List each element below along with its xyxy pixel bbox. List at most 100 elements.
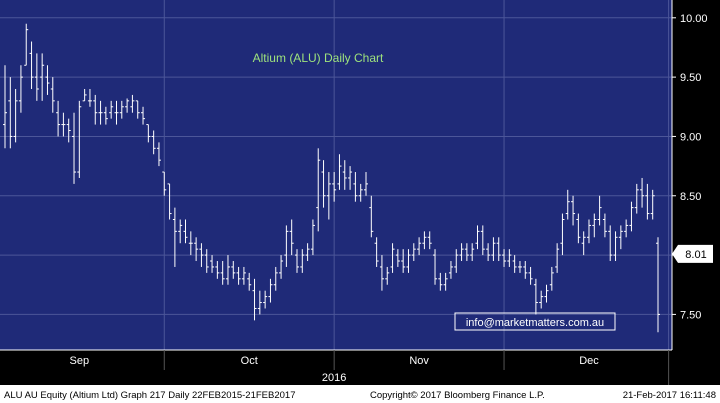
ohlc-bar: [263, 290, 268, 309]
ohlc-bar: [602, 213, 607, 238]
y-tick-label: 9.00: [680, 131, 701, 143]
x-month-label: Nov: [409, 355, 429, 367]
ohlc-bar: [18, 65, 23, 113]
ohlc-bar: [544, 284, 549, 303]
ohlc-bar: [8, 77, 13, 149]
ohlc-bar: [406, 249, 411, 273]
ohlc-bar: [443, 272, 448, 291]
ohlc-bar: [395, 249, 400, 267]
ohlc-bar: [156, 142, 161, 167]
ohlc-bar: [496, 237, 501, 262]
ohlc-bar: [528, 266, 533, 285]
ohlc-bar: [571, 195, 576, 226]
ohlc-bar: [162, 171, 167, 196]
ohlc-bar: [342, 160, 347, 190]
ohlc-bar: [448, 261, 453, 279]
ohlc-bar: [533, 278, 538, 315]
ohlc-bar: [24, 23, 29, 66]
ohlc-bar: [592, 213, 597, 238]
ohlc-bar: [629, 201, 634, 232]
ohlc-bar: [50, 77, 55, 113]
ohlc-bar: [61, 112, 66, 137]
ohlc-bar: [93, 94, 98, 125]
ohlc-bar: [82, 88, 87, 102]
ohlc-bar: [135, 100, 140, 119]
ohlc-bar: [247, 272, 252, 291]
ohlc-bar: [491, 237, 496, 262]
ohlc-bar: [3, 65, 7, 149]
ohlc-bar: [656, 237, 660, 333]
ohlc-bar: [130, 94, 135, 113]
y-tick-label: 10.00: [680, 13, 708, 25]
ohlc-bar: [470, 243, 475, 262]
ohlc-bar: [507, 249, 512, 267]
ohlc-bar: [549, 266, 554, 291]
ohlc-bars: [3, 23, 660, 333]
ohlc-bar: [618, 225, 623, 250]
ohlc-bar: [279, 255, 284, 279]
ohlc-bar: [640, 177, 645, 208]
x-month-label: Dec: [579, 355, 599, 367]
ohlc-bar: [364, 172, 369, 196]
plot-area: [0, 0, 672, 350]
ohlc-bar: [66, 118, 71, 143]
ohlc-bar: [56, 100, 61, 137]
ohlc-bar: [151, 130, 156, 155]
footer-center: Copyright© 2017 Bloomberg Finance L.P.: [370, 390, 545, 401]
ohlc-bar: [512, 255, 517, 273]
y-tick-label: 8.50: [680, 191, 701, 203]
ohlc-bar: [210, 255, 215, 273]
ohlc-bar: [321, 160, 326, 208]
ohlc-bar: [374, 237, 379, 267]
ohlc-bar: [348, 166, 353, 190]
chart-title: Altium (ALU) Daily Chart: [253, 51, 384, 65]
ohlc-bar: [326, 172, 331, 220]
ohlc-bar: [141, 106, 146, 125]
ohlc-bar: [379, 255, 384, 291]
ohlc-bar: [433, 249, 438, 285]
ohlc-bar: [199, 243, 204, 267]
ohlc-bar: [650, 189, 655, 220]
last-price-label: 8.01: [685, 249, 706, 261]
ohlc-bar: [34, 53, 39, 101]
ohlc-bar: [236, 266, 241, 285]
ohlc-bar: [231, 261, 236, 279]
ohlc-bar: [417, 237, 422, 256]
ohlc-bar: [183, 219, 188, 244]
watermark-text: info@marketmatters.com.au: [466, 317, 604, 329]
ohlc-bar: [273, 266, 278, 291]
x-month-label: Sep: [70, 355, 90, 367]
ohlc-bar: [289, 219, 294, 256]
ohlc-bar: [72, 112, 77, 184]
ohlc-bar: [539, 290, 544, 309]
ohlc-bar: [411, 243, 416, 262]
watermark: info@marketmatters.com.au: [454, 312, 616, 331]
ohlc-bar: [284, 225, 289, 267]
ohlc-bar: [252, 278, 257, 321]
y-tick-label: 7.50: [680, 309, 701, 321]
ohlc-bar: [178, 219, 183, 244]
ohlc-bar: [597, 195, 602, 226]
ohlc-bar: [98, 100, 103, 125]
ohlc-bar: [613, 231, 618, 262]
ohlc-bar: [464, 243, 469, 262]
footer-left: ALU AU Equity (Altium Ltd) Graph 217 Dai…: [4, 390, 296, 401]
ohlc-bar: [294, 249, 299, 273]
y-tick-label: 9.50: [680, 72, 701, 84]
ohlc-bar: [194, 237, 199, 262]
last-price-marker: 8.01: [672, 244, 713, 263]
ohlc-bar: [13, 88, 18, 143]
ohlc-bar: [172, 207, 177, 267]
ohlc-bar: [87, 88, 92, 107]
ohlc-bar: [310, 219, 315, 256]
last-price-box: [672, 244, 713, 263]
ohlc-bar: [188, 231, 193, 256]
ohlc-bar: [517, 261, 522, 273]
ohlc-bar: [624, 219, 629, 238]
ohlc-bar: [459, 243, 464, 262]
ohlc-bar: [369, 195, 374, 238]
ohlc-bar: [220, 261, 225, 285]
ohlc-bar: [502, 249, 507, 267]
